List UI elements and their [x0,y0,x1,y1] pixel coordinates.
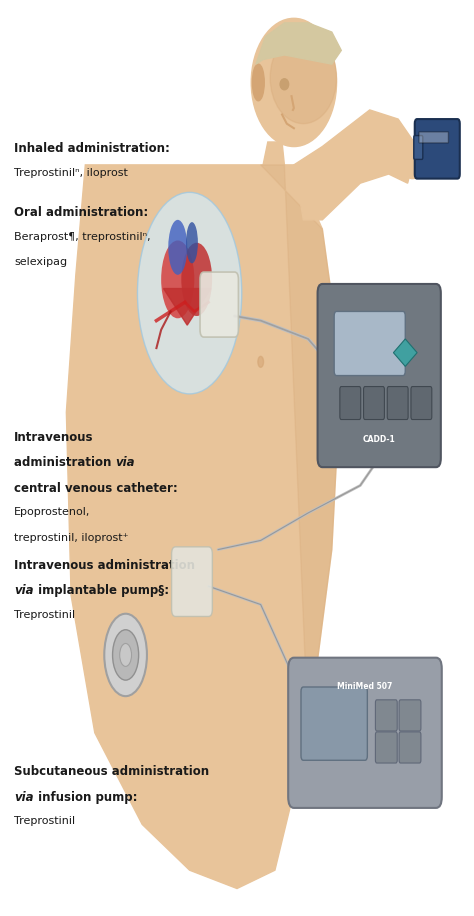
Ellipse shape [112,630,138,680]
FancyBboxPatch shape [414,136,423,159]
Ellipse shape [401,142,424,179]
Ellipse shape [415,145,429,177]
FancyBboxPatch shape [340,387,361,420]
FancyBboxPatch shape [172,547,212,616]
Text: treprostinil, iloprost⁺: treprostinil, iloprost⁺ [14,533,129,543]
Text: Inhaled administration:: Inhaled administration: [14,142,170,155]
Text: Treprostinil: Treprostinil [14,610,75,620]
Polygon shape [294,110,417,220]
Text: CADD-1: CADD-1 [363,435,396,444]
Text: MiniMed 507: MiniMed 507 [337,682,392,692]
Polygon shape [393,339,417,366]
FancyBboxPatch shape [411,387,432,420]
Ellipse shape [137,192,242,394]
FancyBboxPatch shape [200,272,238,337]
Text: administration: administration [14,456,116,469]
Text: Subcutaneous administration: Subcutaneous administration [14,765,210,778]
Polygon shape [66,165,341,889]
Text: central venous catheter:: central venous catheter: [14,482,178,495]
Polygon shape [261,165,341,733]
Text: Epoprostenol,: Epoprostenol, [14,507,91,518]
Text: via: via [14,584,34,597]
Text: Intravenous: Intravenous [14,431,94,443]
Polygon shape [263,142,284,165]
FancyBboxPatch shape [318,284,441,467]
Text: implantable pump§:: implantable pump§: [34,584,169,597]
Text: infusion pump:: infusion pump: [34,791,137,803]
Text: selexipag: selexipag [14,257,67,267]
FancyBboxPatch shape [288,658,442,808]
Text: Oral administration:: Oral administration: [14,206,148,219]
FancyBboxPatch shape [415,119,460,179]
FancyBboxPatch shape [387,387,408,420]
Text: via: via [116,456,135,469]
FancyBboxPatch shape [399,732,421,763]
FancyBboxPatch shape [399,700,421,731]
Ellipse shape [104,614,147,696]
Ellipse shape [168,220,187,275]
Ellipse shape [258,356,264,367]
FancyBboxPatch shape [419,132,448,143]
FancyBboxPatch shape [375,700,397,731]
Text: Treprostinilⁿ, iloprost: Treprostinilⁿ, iloprost [14,168,128,178]
Ellipse shape [161,241,194,318]
Text: via: via [14,791,34,803]
Polygon shape [256,23,341,64]
FancyBboxPatch shape [334,311,405,376]
Ellipse shape [186,223,198,264]
Text: Intravenous administration: Intravenous administration [14,559,195,572]
Ellipse shape [251,18,337,147]
Ellipse shape [119,643,131,667]
Ellipse shape [252,64,264,101]
Text: Beraprost¶, treprostinilⁿ,: Beraprost¶, treprostinilⁿ, [14,232,151,242]
Polygon shape [164,289,211,325]
FancyBboxPatch shape [375,732,397,763]
Ellipse shape [181,243,212,316]
Ellipse shape [270,32,337,124]
FancyBboxPatch shape [301,687,367,760]
Ellipse shape [280,79,289,90]
FancyBboxPatch shape [364,387,384,420]
Text: Treprostinil: Treprostinil [14,816,75,826]
